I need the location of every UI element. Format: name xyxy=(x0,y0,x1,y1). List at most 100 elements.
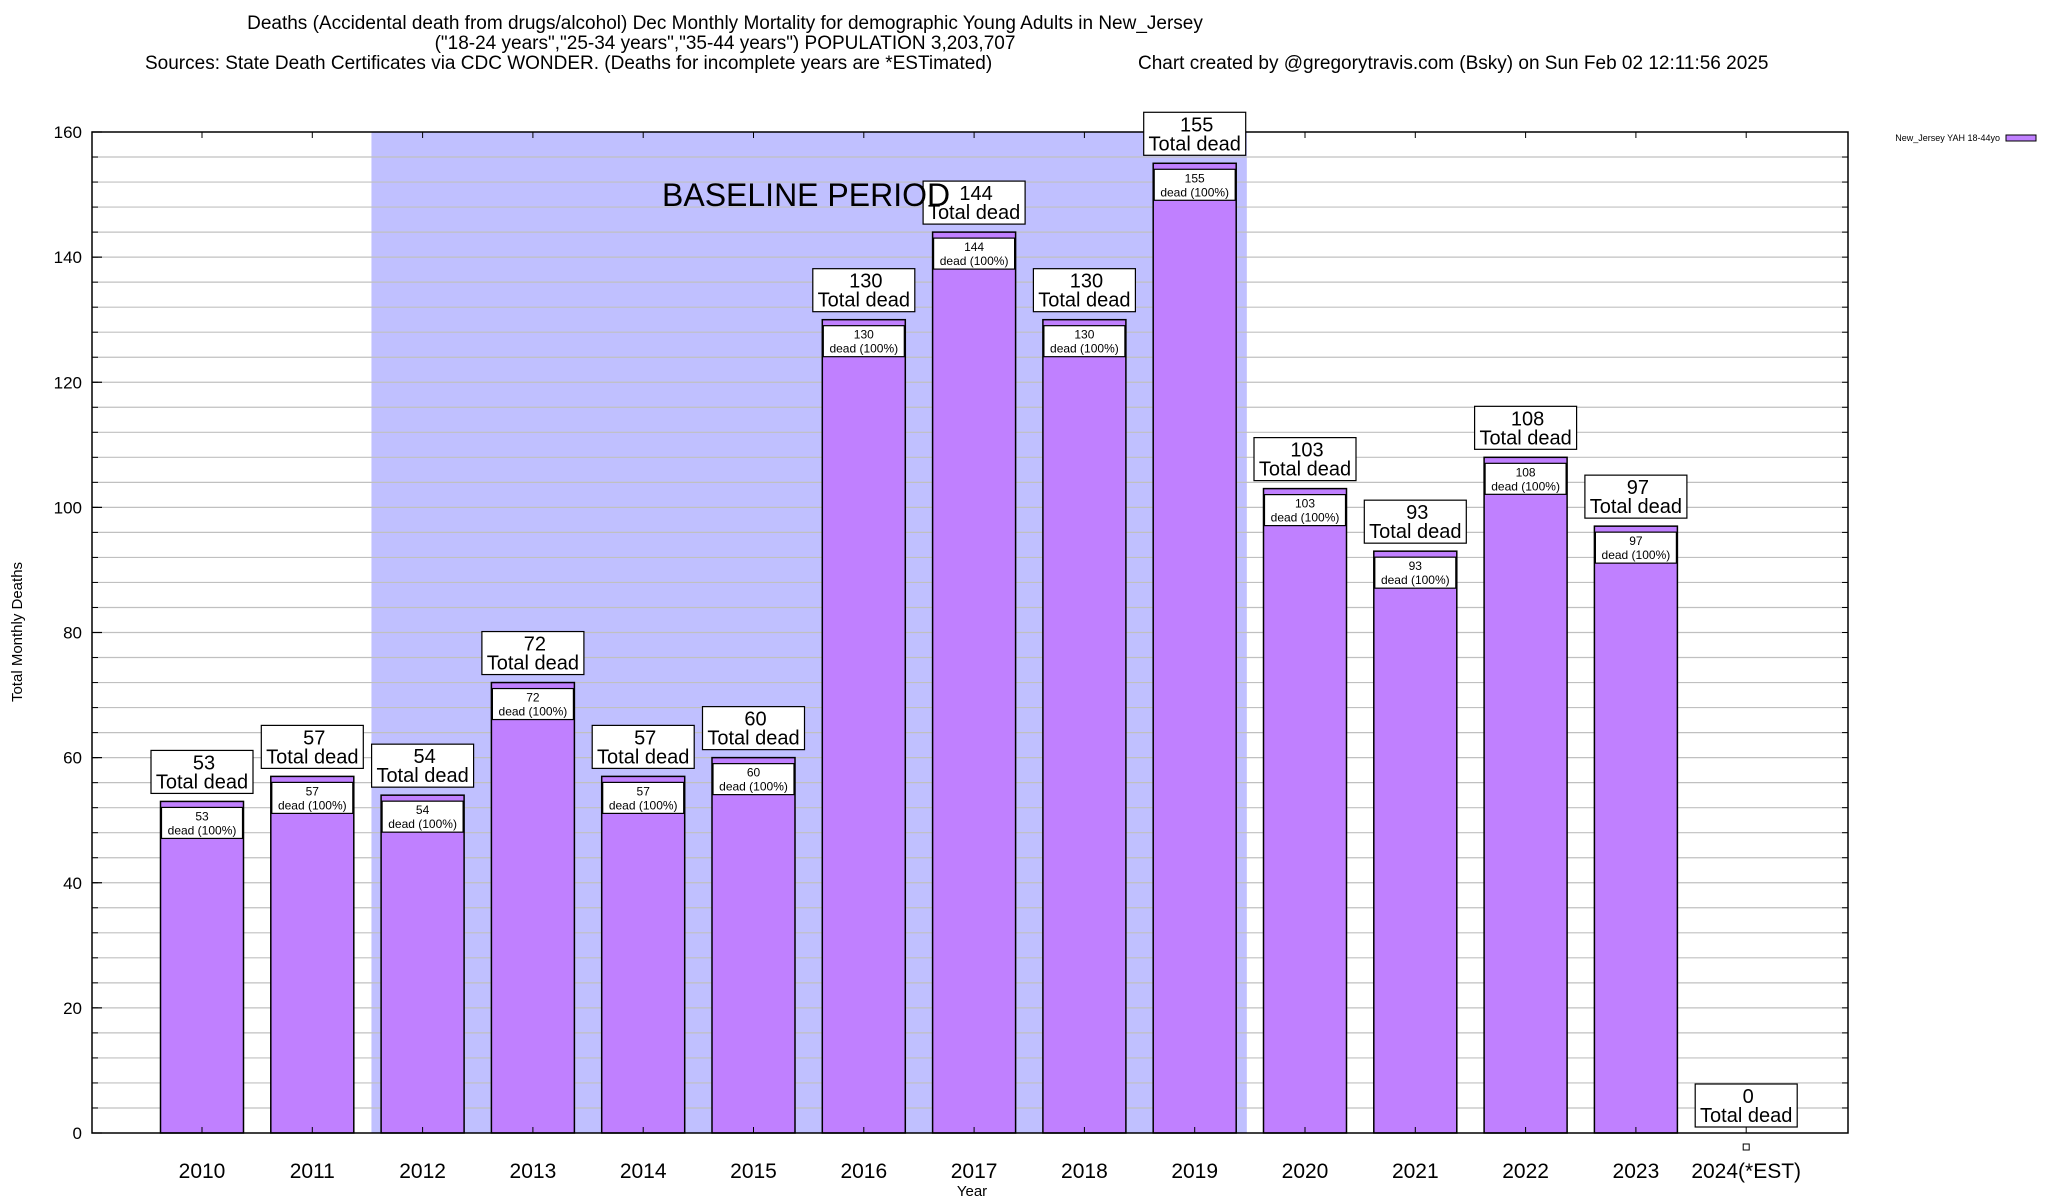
inner-label-value: 53 xyxy=(195,809,209,823)
inner-label-box xyxy=(1484,462,1567,495)
total-label-text: Total dead xyxy=(1369,521,1461,543)
inner-label-text: dead (100%) xyxy=(1160,185,1229,199)
x-axis-label: Year xyxy=(957,1183,987,1200)
total-label-value: 108 xyxy=(1511,408,1544,430)
inner-label-value: 130 xyxy=(854,328,874,342)
y-axis-label: Total Monthly Deaths xyxy=(9,562,26,702)
total-label-value: 144 xyxy=(959,183,992,205)
inner-label-box xyxy=(602,781,685,814)
total-label-box xyxy=(1363,499,1467,544)
inner-label-value: 54 xyxy=(416,803,430,817)
total-label-value: 97 xyxy=(1627,477,1649,499)
y-tick-label: 160 xyxy=(54,123,82,142)
y-tick-label: 120 xyxy=(54,373,82,392)
total-label-text: Total dead xyxy=(818,290,910,312)
x-tick-label: 2012 xyxy=(399,1160,446,1183)
total-label-text: Total dead xyxy=(1479,427,1571,449)
bar xyxy=(1593,525,1679,1134)
bar xyxy=(490,681,576,1134)
chart-title-line1: Deaths (Accidental death from drugs/alco… xyxy=(247,13,1203,34)
inner-label-text: dead (100%) xyxy=(1491,479,1560,493)
inner-label-value: 60 xyxy=(747,766,761,780)
total-label-box xyxy=(1694,1083,1798,1128)
bar xyxy=(270,775,355,1134)
inner-label-box xyxy=(381,800,464,833)
bar xyxy=(1373,550,1458,1134)
total-label-value: 60 xyxy=(744,709,766,731)
total-label-box xyxy=(591,724,695,769)
total-label-text: Total dead xyxy=(376,765,468,787)
total-label-text: Total dead xyxy=(1700,1105,1792,1127)
x-tick-label: 2015 xyxy=(730,1160,777,1183)
total-label-box xyxy=(481,630,585,676)
x-tick-label: 2016 xyxy=(840,1160,887,1183)
inner-label-value: 97 xyxy=(1629,534,1643,548)
bar xyxy=(931,231,1017,1134)
inner-label-text: dead (100%) xyxy=(499,705,568,719)
total-label-value: 0 xyxy=(1743,1086,1754,1108)
inner-label-value: 72 xyxy=(526,691,540,705)
total-label-value: 53 xyxy=(193,752,215,774)
inner-label-box xyxy=(271,781,354,814)
inner-label-value: 57 xyxy=(637,784,651,798)
inner-label-text: dead (100%) xyxy=(829,342,898,356)
x-tick-label: 2019 xyxy=(1171,1160,1218,1183)
inner-label-box xyxy=(1263,494,1347,527)
total-label-box xyxy=(1253,437,1357,482)
inner-label-value: 108 xyxy=(1516,465,1536,479)
legend-label: New_Jersey YAH 18-44yo xyxy=(1895,133,2000,143)
inner-label-value: 155 xyxy=(1185,171,1205,185)
inner-label-text: dead (100%) xyxy=(278,798,347,812)
y-tick-label: 140 xyxy=(54,248,82,267)
total-label-value: 155 xyxy=(1180,114,1213,136)
inner-label-text: dead (100%) xyxy=(1602,548,1671,562)
inner-label-box xyxy=(160,806,244,840)
inner-label-value: 93 xyxy=(1409,559,1423,573)
total-label-text: Total dead xyxy=(597,746,689,768)
baseline-period-annotation: BASELINE PERIOD xyxy=(662,177,950,213)
total-label-text: Total dead xyxy=(1590,496,1682,518)
total-label-text: Total dead xyxy=(156,771,248,793)
total-label-box xyxy=(371,743,475,788)
x-tick-label: 2024(*EST) xyxy=(1691,1160,1801,1183)
x-tick-label: 2011 xyxy=(290,1160,335,1183)
inner-label-text: dead (100%) xyxy=(388,817,457,831)
total-label-value: 103 xyxy=(1290,440,1323,462)
inner-label-text: dead (100%) xyxy=(1050,342,1119,356)
inner-label-text: dead (100%) xyxy=(609,798,678,812)
total-label-text: Total dead xyxy=(1259,459,1351,481)
total-label-box xyxy=(260,724,364,769)
inner-label-text: dead (100%) xyxy=(1271,511,1340,525)
chart-credit: Chart created by @gregorytravis.com (Bsk… xyxy=(1138,53,1769,74)
inner-label-box xyxy=(491,687,574,721)
bar xyxy=(159,800,245,1134)
inner-label-box xyxy=(1043,325,1126,358)
bar xyxy=(821,318,907,1134)
inner-label-text: dead (100%) xyxy=(719,780,788,794)
inner-label-value: 57 xyxy=(306,784,320,798)
inner-label-box xyxy=(932,237,1016,270)
inner-label-text: dead (100%) xyxy=(940,254,1009,268)
x-tick-label: 2014 xyxy=(620,1160,667,1183)
x-tick-label: 2018 xyxy=(1061,1160,1108,1183)
x-tick-label: 2023 xyxy=(1613,1160,1660,1183)
y-tick-label: 20 xyxy=(63,999,82,1018)
